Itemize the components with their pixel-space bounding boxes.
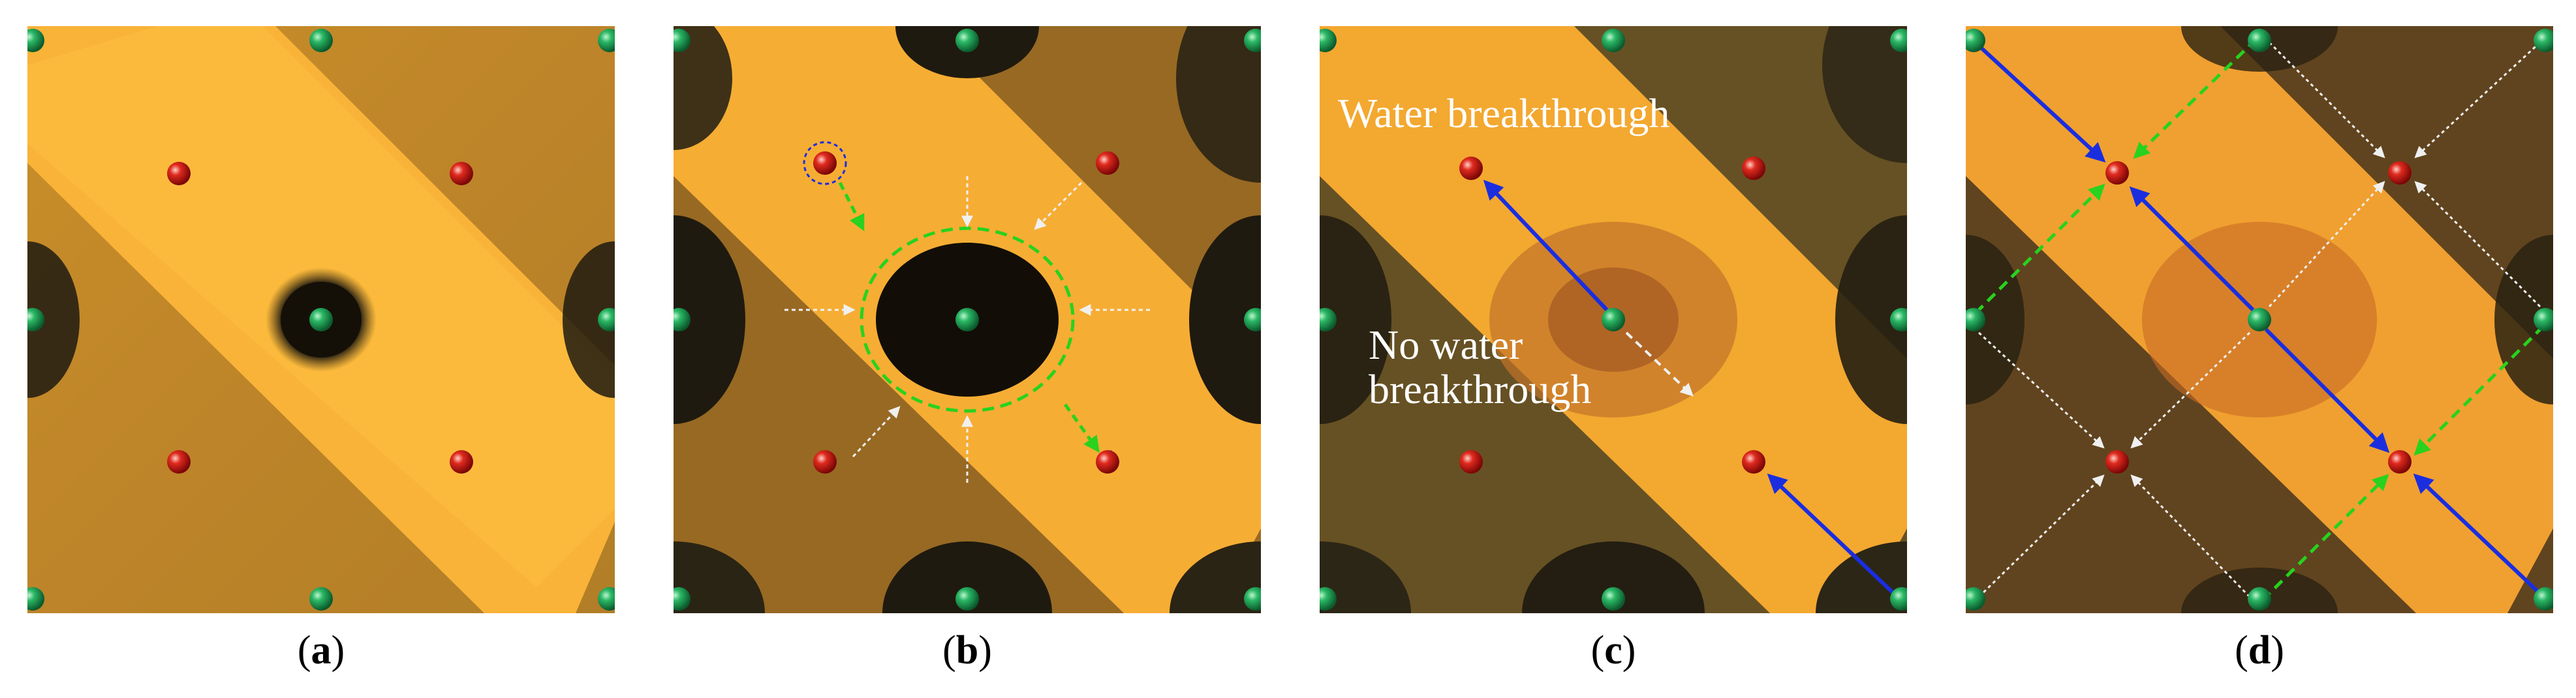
green-well-icon (309, 587, 333, 611)
panel-b-image (674, 26, 1261, 613)
front-ellipse (860, 226, 1075, 413)
green-well-icon (2534, 29, 2553, 52)
green-well-icon (27, 308, 44, 331)
green-well-icon (955, 308, 979, 331)
red-well-icon (1459, 450, 1483, 474)
green-well-icon (598, 308, 615, 331)
green-well-icon (1966, 587, 1985, 611)
green-well-icon (1966, 29, 1985, 52)
red-well-icon (2388, 450, 2412, 474)
red-well-icon (1742, 450, 1765, 474)
no-water-label-line2: breakthrough (1369, 366, 1591, 412)
green-well-icon (1966, 308, 1985, 331)
no-breakthrough-arrow (1625, 331, 1694, 397)
green-flow-arrows (1974, 38, 2545, 601)
breakthrough-arrow (1483, 179, 1609, 312)
red-well-icon (813, 151, 837, 175)
red-well-icon (450, 450, 473, 474)
green-well-icon (1320, 308, 1337, 331)
green-well-icon (2534, 308, 2553, 331)
red-well-icon (2105, 161, 2129, 185)
red-well-icon (813, 450, 837, 474)
green-well-icon (309, 29, 333, 52)
water-breakthrough-label: Water breakthrough (1338, 90, 1669, 136)
no-water-label: No water (1369, 322, 1523, 368)
panel-b (674, 26, 1261, 613)
white-flow-arrows (1978, 41, 2541, 598)
green-well-icon (2534, 587, 2553, 611)
green-well-icon (598, 29, 615, 52)
green-well-icon (27, 29, 44, 52)
green-well-icon (2248, 29, 2271, 52)
red-well-icon (1096, 151, 1119, 175)
green-well-icon (1244, 308, 1261, 331)
caption-c: (c) (1591, 628, 1636, 673)
green-well-icon (2248, 587, 2271, 611)
green-well-icon (674, 308, 691, 331)
green-well-icon (1320, 29, 1337, 52)
green-well-icon (1890, 587, 1907, 611)
green-well-icon (309, 308, 333, 331)
caption-d: (d) (2235, 628, 2284, 673)
green-well-icon (1320, 587, 1337, 611)
green-well-icon (1890, 29, 1907, 52)
panel-c-image: Water breakthrough No water breakthrough (1320, 26, 1907, 613)
green-well-icon (674, 587, 691, 611)
flow-arrows (784, 176, 1150, 483)
red-well-icon (167, 162, 191, 185)
green-well-icon (1602, 308, 1625, 331)
caption-a: (a) (297, 628, 345, 673)
red-well-icon (1096, 450, 1119, 474)
panel-a-image (27, 26, 615, 613)
panel-d (1966, 26, 2553, 613)
green-well-icon (955, 29, 979, 52)
green-well-icon (598, 587, 615, 611)
green-well-icon (1244, 587, 1261, 611)
caption-b: (b) (942, 628, 992, 673)
green-well-icon (2248, 308, 2271, 331)
red-well-icon (167, 450, 191, 474)
green-well-icon (1602, 29, 1625, 52)
green-well-icon (1890, 308, 1907, 331)
panel-c: Water breakthrough No water breakthrough (1320, 26, 1907, 613)
green-well-icon (27, 587, 44, 611)
green-well-icon (674, 29, 691, 52)
red-well-icon (2388, 161, 2412, 185)
red-well-icon (2105, 450, 2129, 474)
red-well-icon (450, 162, 473, 185)
panel-a (27, 26, 615, 613)
blue-flow-arrows (1977, 44, 2542, 596)
red-well-icon (1459, 157, 1483, 180)
panel-d-image (1966, 26, 2553, 613)
green-well-icon (1602, 587, 1625, 611)
green-well-icon (1244, 29, 1261, 52)
breakthrough-arrow (1767, 473, 1896, 596)
green-well-icon (955, 587, 979, 611)
red-well-icon (1742, 157, 1765, 180)
